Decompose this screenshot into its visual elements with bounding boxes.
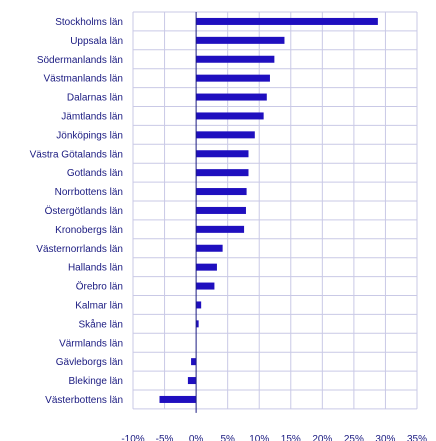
- category-label: Gävleborgs län: [56, 357, 123, 368]
- bar: [196, 263, 217, 271]
- x-tick-label: 35%: [407, 434, 427, 441]
- x-tick-label: 25%: [344, 434, 364, 441]
- bar: [196, 244, 223, 252]
- bar: [196, 188, 247, 196]
- x-tick-label: 15%: [281, 434, 301, 441]
- category-label: Norrbottens län: [55, 187, 123, 198]
- category-label: Örebro län: [76, 281, 123, 293]
- category-label: Kalmar län: [75, 300, 123, 311]
- x-tick-label: 0%: [189, 434, 204, 441]
- bar: [187, 377, 197, 385]
- category-label: Värmlands län: [59, 338, 123, 349]
- category-label: Västerbottens län: [45, 395, 123, 406]
- x-tick-label: 20%: [312, 434, 332, 441]
- bar: [196, 320, 199, 328]
- category-label: Uppsala län: [70, 36, 123, 47]
- bar: [196, 282, 215, 290]
- category-label: Hallands län: [68, 263, 123, 274]
- category-label: Kronobergs län: [55, 225, 123, 236]
- bar: [196, 301, 202, 309]
- x-tick-label: -5%: [156, 434, 174, 441]
- bar: [196, 169, 249, 177]
- bar: [196, 74, 270, 82]
- category-label: Västernorrlands län: [36, 244, 123, 255]
- category-label: Dalarnas län: [67, 93, 123, 104]
- category-label: Gotlands län: [67, 168, 123, 179]
- category-label: Västra Götalands län: [30, 149, 123, 160]
- x-tick-label: 5%: [220, 434, 235, 441]
- bar: [196, 36, 285, 44]
- category-label: Stockholms län: [55, 17, 123, 28]
- bar: [196, 112, 264, 120]
- category-label: Västmanlands län: [44, 74, 124, 85]
- x-tick-label: -10%: [121, 434, 144, 441]
- x-tick-label: 10%: [249, 434, 269, 441]
- category-label: Östergötlands län: [45, 205, 123, 217]
- bar: [196, 206, 246, 214]
- bar: [196, 150, 249, 158]
- bar: [196, 55, 275, 63]
- bar: [196, 225, 245, 233]
- category-label: Södermanlands län: [37, 55, 123, 66]
- x-tick-label: 30%: [375, 434, 395, 441]
- category-label: Jönköpings län: [56, 130, 123, 141]
- bar: [196, 93, 267, 101]
- category-label: Skåne län: [79, 318, 123, 330]
- bar: [196, 131, 255, 139]
- bar: [159, 395, 197, 403]
- bar: [196, 17, 378, 25]
- category-label: Jämtlands län: [61, 111, 123, 122]
- bar: [191, 358, 197, 366]
- category-label: Blekinge län: [69, 376, 123, 387]
